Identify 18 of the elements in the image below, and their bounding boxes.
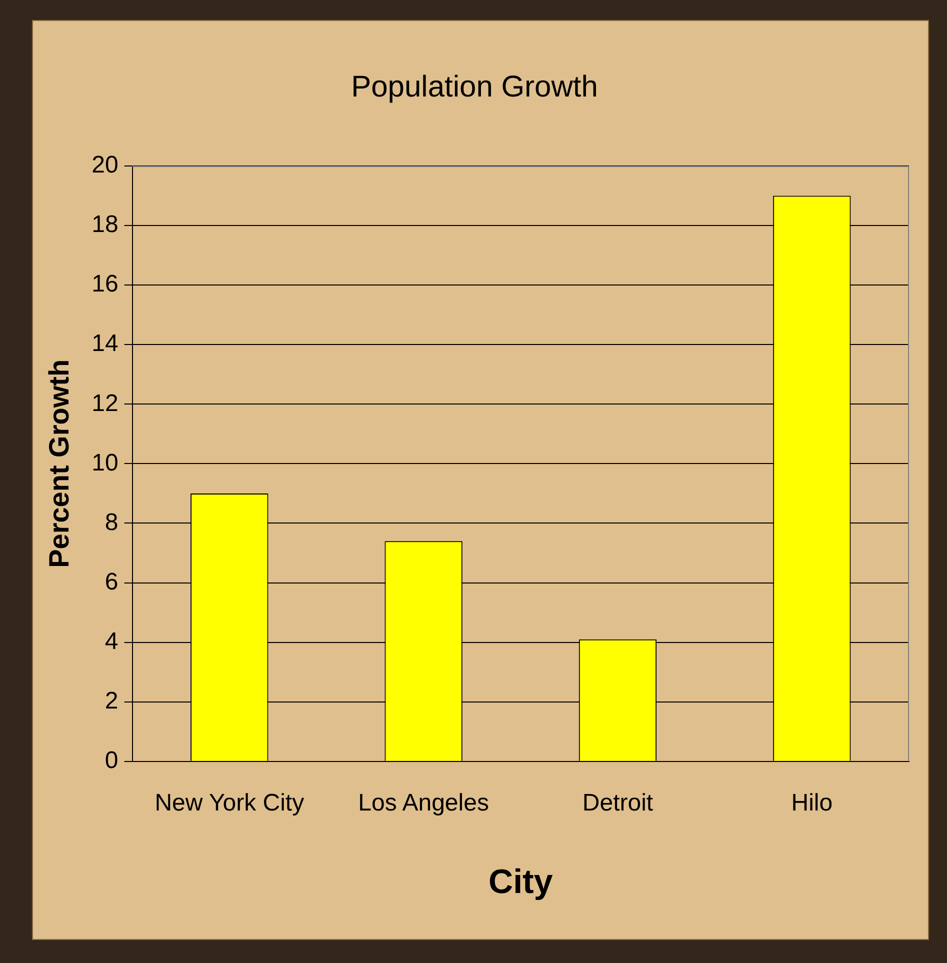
y-tick-label: 12 — [92, 390, 118, 417]
y-tick-label: 18 — [92, 211, 118, 238]
y-tick-label: 10 — [92, 449, 118, 476]
x-tick-label: New York City — [154, 789, 304, 816]
y-tick-label: 14 — [92, 330, 118, 358]
x-tick-label: Hilo — [791, 789, 833, 816]
chart-title: Population Growth — [351, 70, 598, 104]
x-tick-label: Detroit — [582, 789, 654, 816]
y-tick-label: 16 — [92, 270, 118, 298]
x-axis-title: City — [488, 862, 553, 901]
y-tick-label: 8 — [104, 508, 118, 536]
x-tick-label: Los Angeles — [358, 789, 489, 816]
y-tick-label: 20 — [92, 152, 118, 179]
y-tick-label: 0 — [104, 747, 118, 774]
y-tick-label: 4 — [104, 628, 118, 655]
y-axis-title: Percent Growth — [44, 359, 75, 568]
y-tick-label: 6 — [104, 568, 118, 596]
y-tick-label: 2 — [104, 687, 118, 714]
